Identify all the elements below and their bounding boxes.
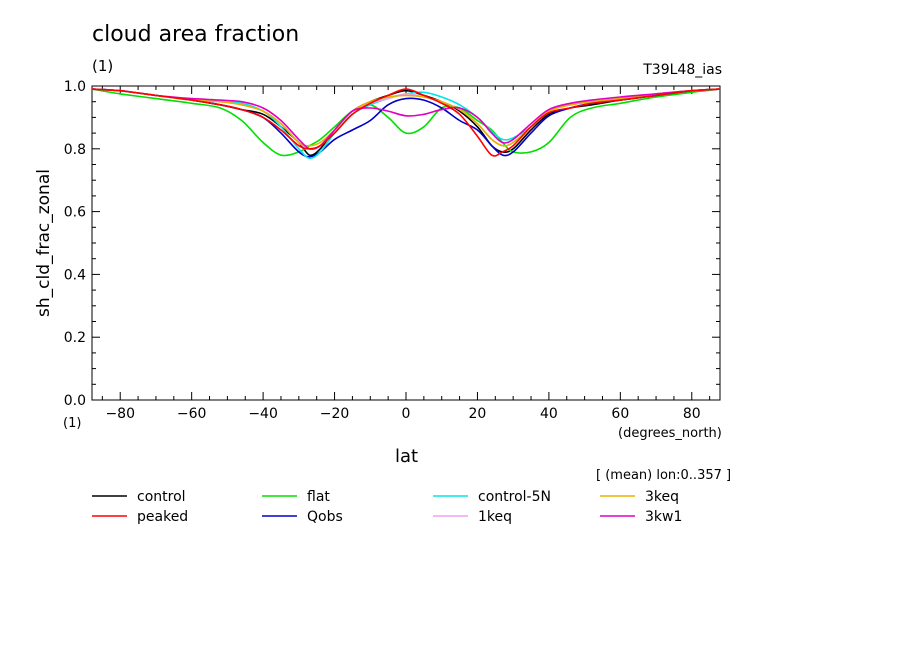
legend: control flat control-5N 3keq peaked Qobs 1keq 3… (92, 489, 682, 525)
x-tick-label: −40 (248, 406, 278, 422)
y-tick-label: 0.4 (64, 267, 86, 283)
y-tick-label: 0.2 (64, 330, 86, 346)
mean-note: [ (mean) lon:0..357 ] (596, 468, 732, 483)
y-axis-unit: (1) (63, 416, 82, 431)
series-line-3kw1 (91, 88, 721, 150)
chart-title: cloud area fraction (92, 22, 300, 47)
legend-label-peaked: peaked (137, 509, 188, 525)
ticks-group: −80 −60 −40 −20 0 20 40 60 80 0.0 0.2 0.4 0.6 0.8 1.0 (64, 79, 720, 422)
x-tick-label: −60 (177, 406, 207, 422)
x-tick-label: 0 (402, 406, 411, 422)
x-tick-label: 20 (469, 406, 487, 422)
series-line-flat (91, 88, 721, 157)
x-axis-unit: (degrees_north) (618, 426, 722, 441)
legend-label-flat: flat (307, 489, 330, 505)
y-tick-label: 0.8 (64, 142, 86, 158)
legend-label-3kw1: 3kw1 (645, 509, 682, 525)
legend-label-1keq: 1keq (478, 509, 512, 525)
x-tick-label: −80 (105, 406, 135, 422)
x-tick-label: 40 (540, 406, 558, 422)
y-tick-label: 0.6 (64, 205, 86, 221)
legend-label-3keq: 3keq (645, 489, 679, 505)
x-tick-label: 60 (611, 406, 629, 422)
y-tick-label: 1.0 (64, 79, 86, 95)
legend-label-qobs: Qobs (307, 509, 343, 525)
x-tick-label: 80 (683, 406, 701, 422)
y-tick-label: 0.0 (64, 393, 86, 409)
series-line-peaked (91, 88, 721, 157)
legend-label-control: control (137, 489, 186, 505)
run-label: T39L48_ias (643, 62, 722, 78)
legend-label-control-5n: control-5N (478, 489, 551, 505)
x-axis-label: lat (395, 446, 419, 467)
chart-title-unit: (1) (92, 57, 114, 75)
series-line-3keq (91, 88, 721, 147)
series-group (91, 88, 721, 160)
x-tick-label: −20 (320, 406, 350, 422)
